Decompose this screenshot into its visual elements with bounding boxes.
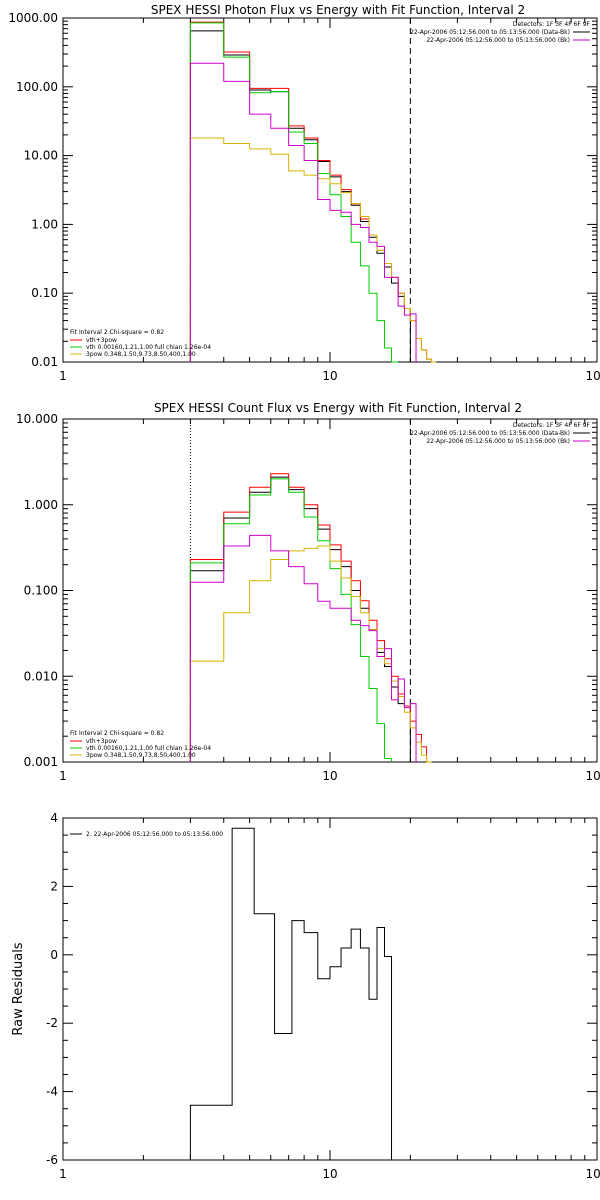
residual-legend: 2. 22-Apr-2006 05:12:56.000 to 05:13:56.… <box>70 831 223 838</box>
fit-legend: Fit Interval 2 Chi-square = 0.82 vth+3po… <box>70 730 211 759</box>
fit-legend: Fit Interval 2 Chi-square = 0.82 vth+3po… <box>70 329 211 358</box>
y-tick-label: 2 <box>50 879 58 893</box>
series-thermal <box>189 22 399 363</box>
detectors-text: Detectors: 1F 3F 4F 6F 9F <box>513 21 591 28</box>
series-background <box>189 62 417 362</box>
series-group <box>189 827 393 1160</box>
y-tick-label: 10.000 <box>16 412 58 426</box>
y-tick-label: 1000.00 <box>8 11 58 25</box>
y-tick-label: 1.00 <box>31 217 58 231</box>
x-tick-label: 10 <box>322 769 337 783</box>
y-tick-label: 0.010 <box>24 669 58 683</box>
legend-label-yellow: 3pow 0.348,1.50,9.73,8.50,400,1.00 <box>86 351 196 358</box>
series-thermal <box>189 478 393 762</box>
x-tick-label: 10 <box>322 1167 337 1181</box>
axis-ticks: 1 10 100 0.001 0.010 0.100 1.000 10.000 <box>16 412 600 783</box>
y-axis-label: Raw Residuals <box>11 942 26 1035</box>
photon-flux-panel: SPEX HESSI Photon Flux vs Energy with Fi… <box>8 3 600 383</box>
series-group <box>189 473 432 763</box>
x-tick-label: 10 <box>322 369 337 383</box>
chart-title: SPEX HESSI Photon Flux vs Energy with Fi… <box>151 3 525 17</box>
y-tick-label: 0 <box>50 948 58 962</box>
series-data <box>189 827 393 1160</box>
bk-label: 22-Apr-2006 05:12:56.000 to 05:13:56.000… <box>426 37 570 44</box>
series-data <box>189 30 411 362</box>
series-group <box>189 21 437 363</box>
y-tick-label: 10.00 <box>24 149 58 163</box>
series-data <box>189 476 411 762</box>
series-powerlaw <box>189 137 437 363</box>
y-tick-label: 100.00 <box>16 80 58 94</box>
y-tick-label: 4 <box>50 811 58 825</box>
legend-label-green: vth 0.00160,1.21,1.00 full chian 1.26e-0… <box>86 745 211 752</box>
top-right-annotation: Detectors: 1F 3F 4F 6F 9F 22-Apr-2006 05… <box>410 422 590 445</box>
residuals-panel: 1 10 100 -6 -4 -2 0 2 4 Raw Residuals 2. 22-Apr-… <box>11 811 600 1181</box>
axis-ticks: 1 10 100 -6 -4 -2 0 2 4 <box>46 811 600 1181</box>
x-tick-label: 1 <box>59 369 67 383</box>
top-right-annotation: Detectors: 1F 3F 4F 6F 9F 22-Apr-2006 05… <box>410 21 590 44</box>
series-powerlaw <box>189 545 432 763</box>
y-tick-label: 1.000 <box>24 498 58 512</box>
y-tick-label: 0.01 <box>31 355 58 369</box>
data-bk-label: 22-Apr-2006 05:12:56.000 to 05:13:56.000… <box>410 29 570 36</box>
x-tick-label: 100 <box>586 1167 600 1181</box>
x-tick-label: 1 <box>59 769 67 783</box>
axis-ticks: 1 10 100 0.01 0.10 1.00 10.00 100.00 1000.00 <box>8 11 600 383</box>
legend-label-yellow: 3pow 0.348,1.50,9.73,8.50,400,1.00 <box>86 752 196 759</box>
detectors-text: Detectors: 1F 3F 4F 6F 9F <box>513 422 591 429</box>
y-tick-label: -4 <box>46 1085 58 1099</box>
x-tick-label: 1 <box>59 1167 67 1181</box>
data-bk-label: 22-Apr-2006 05:12:56.000 to 05:13:56.000… <box>410 430 570 437</box>
y-tick-label: -2 <box>46 1016 58 1030</box>
plot-frame <box>62 418 598 763</box>
legend-label-red: vth+3pow <box>86 337 117 344</box>
count-flux-panel: SPEX HESSI Count Flux vs Energy with Fit… <box>16 401 600 783</box>
plot-frame <box>62 817 598 1161</box>
legend-label-red: vth+3pow <box>86 738 117 745</box>
y-tick-label: 0.10 <box>31 286 58 300</box>
fit-interval-text: Fit Interval 2 Chi-square = 0.82 <box>70 329 164 336</box>
series-total-fit <box>189 21 433 362</box>
bk-label: 22-Apr-2006 05:12:56.000 to 05:13:56.000… <box>426 438 570 445</box>
x-tick-label: 100 <box>586 769 600 783</box>
y-tick-label: 0.001 <box>24 755 58 769</box>
legend-label: 2. 22-Apr-2006 05:12:56.000 to 05:13:56.… <box>86 831 223 838</box>
y-tick-label: 0.100 <box>24 584 58 598</box>
fit-interval-text: Fit Interval 2 Chi-square = 0.82 <box>70 730 164 737</box>
series-background <box>189 534 417 762</box>
chart-title: SPEX HESSI Count Flux vs Energy with Fit… <box>154 401 522 415</box>
y-tick-label: -6 <box>46 1153 58 1167</box>
x-tick-label: 100 <box>586 369 600 383</box>
legend-label-green: vth 0.00160,1.21,1.00 full chian 1.26e-0… <box>86 344 211 351</box>
